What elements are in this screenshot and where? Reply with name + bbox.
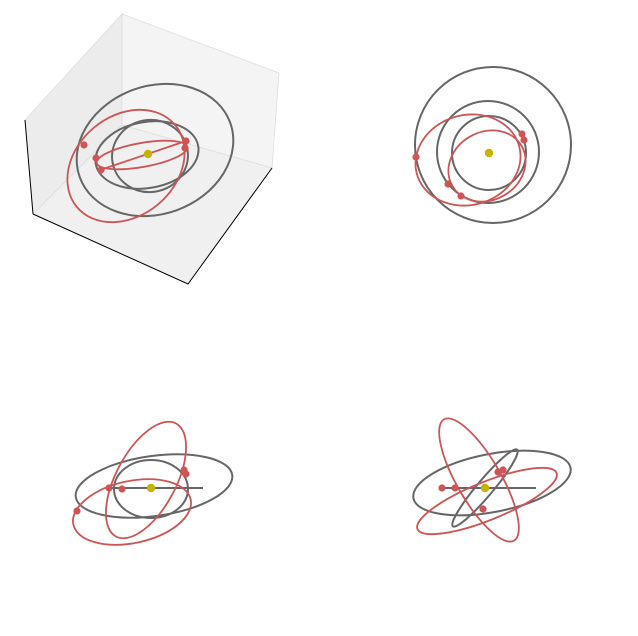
small-body-dot bbox=[181, 144, 189, 152]
panel-perspective-3d bbox=[24, 12, 280, 285]
small-body-dot bbox=[80, 141, 88, 149]
panel-top-view bbox=[412, 66, 572, 224]
planet-orbit-outer bbox=[412, 449, 572, 517]
small-body-dot bbox=[97, 166, 105, 174]
sun-marker bbox=[484, 148, 494, 158]
small-body-orbit-a bbox=[72, 478, 192, 546]
small-body-dot bbox=[499, 466, 507, 474]
small-body-dot bbox=[451, 484, 459, 492]
small-body-dot bbox=[438, 484, 446, 492]
small-body-orbit-a bbox=[414, 113, 522, 207]
small-body-dot bbox=[118, 485, 126, 493]
small-body-orbit-edge bbox=[99, 140, 187, 171]
small-body-markers bbox=[80, 137, 190, 174]
small-body-dot bbox=[182, 137, 190, 145]
panel-front-view bbox=[72, 420, 234, 546]
sun-marker bbox=[143, 149, 153, 159]
small-body-orbit-b bbox=[105, 420, 187, 540]
axis-edge-bottom bbox=[32, 167, 273, 285]
small-body-orbits bbox=[416, 417, 558, 543]
planet-orbit-middle bbox=[94, 120, 200, 190]
small-body-orbit-a bbox=[438, 417, 520, 543]
small-body-dot bbox=[518, 130, 526, 138]
small-body-dot bbox=[105, 484, 113, 492]
small-body-dot bbox=[73, 507, 81, 515]
planet-orbit-middle bbox=[436, 100, 540, 204]
small-body-markers bbox=[412, 130, 528, 200]
small-body-orbits bbox=[414, 113, 527, 207]
axis-edge-left bbox=[24, 119, 34, 215]
small-body-markers bbox=[73, 466, 190, 515]
axes-3d-box bbox=[24, 12, 280, 285]
small-body-orbit-b bbox=[416, 466, 558, 536]
small-body-dot bbox=[457, 192, 465, 200]
panel-side-view bbox=[412, 417, 572, 543]
sun-marker bbox=[146, 483, 156, 493]
planet-orbit-outer bbox=[414, 66, 572, 224]
small-body-dot bbox=[412, 153, 420, 161]
small-body-orbit-b bbox=[447, 129, 527, 203]
small-body-dot bbox=[92, 154, 100, 162]
planet-orbit-outer bbox=[75, 82, 235, 218]
small-body-dot bbox=[479, 505, 487, 513]
small-body-orbits bbox=[72, 420, 192, 546]
small-body-dot bbox=[520, 136, 528, 144]
small-body-orbit-a bbox=[66, 108, 186, 224]
planet-orbits bbox=[414, 66, 572, 224]
small-body-markers bbox=[438, 466, 507, 513]
sun-marker bbox=[480, 483, 490, 493]
small-body-dot bbox=[444, 180, 452, 188]
small-body-dot bbox=[182, 470, 190, 478]
